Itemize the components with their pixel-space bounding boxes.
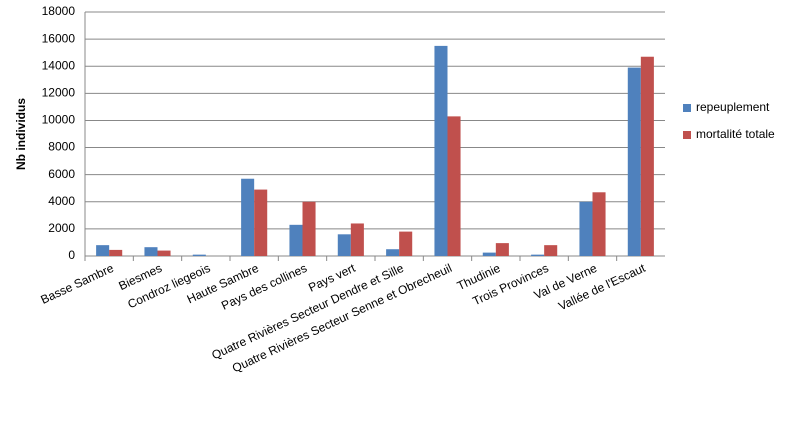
x-tick-label: Pays des collines: [219, 261, 309, 313]
x-tick-label: Basse Sambre: [39, 261, 117, 307]
y-axis-label: Nb individus: [14, 98, 28, 170]
bar: [544, 245, 558, 256]
legend-label: mortalité totale: [696, 127, 775, 141]
bar: [337, 234, 351, 256]
bar: [399, 231, 413, 256]
bar: [482, 252, 496, 256]
y-tick-label: 2000: [48, 221, 75, 235]
y-tick-label: 10000: [42, 113, 76, 127]
legend-label: repeuplement: [696, 100, 770, 114]
bar: [109, 249, 123, 256]
bar: [254, 189, 268, 256]
bar: [434, 45, 448, 257]
bar: [579, 201, 593, 256]
bar: [447, 116, 461, 256]
legend-swatch: [683, 131, 691, 139]
bar: [627, 67, 641, 256]
bar: [302, 201, 316, 256]
y-tick-label: 6000: [48, 167, 75, 181]
y-tick-label: 14000: [42, 58, 76, 72]
bar: [640, 56, 654, 256]
y-tick-label: 18000: [42, 4, 76, 18]
y-tick-label: 8000: [48, 140, 75, 154]
bar: [495, 243, 509, 256]
bar: [192, 254, 206, 256]
bar: [350, 223, 364, 256]
y-tick-label: 16000: [42, 31, 76, 45]
bar: [386, 249, 400, 256]
bar: [592, 192, 606, 256]
y-tick-label: 12000: [42, 86, 76, 100]
bar: [96, 245, 110, 256]
bar: [157, 250, 171, 256]
bar: [144, 247, 158, 256]
bar: [531, 254, 545, 256]
legend-swatch: [683, 104, 691, 112]
y-tick-label: 0: [68, 248, 75, 262]
bar: [289, 224, 303, 256]
bar: [241, 178, 255, 256]
y-tick-label: 4000: [48, 194, 75, 208]
